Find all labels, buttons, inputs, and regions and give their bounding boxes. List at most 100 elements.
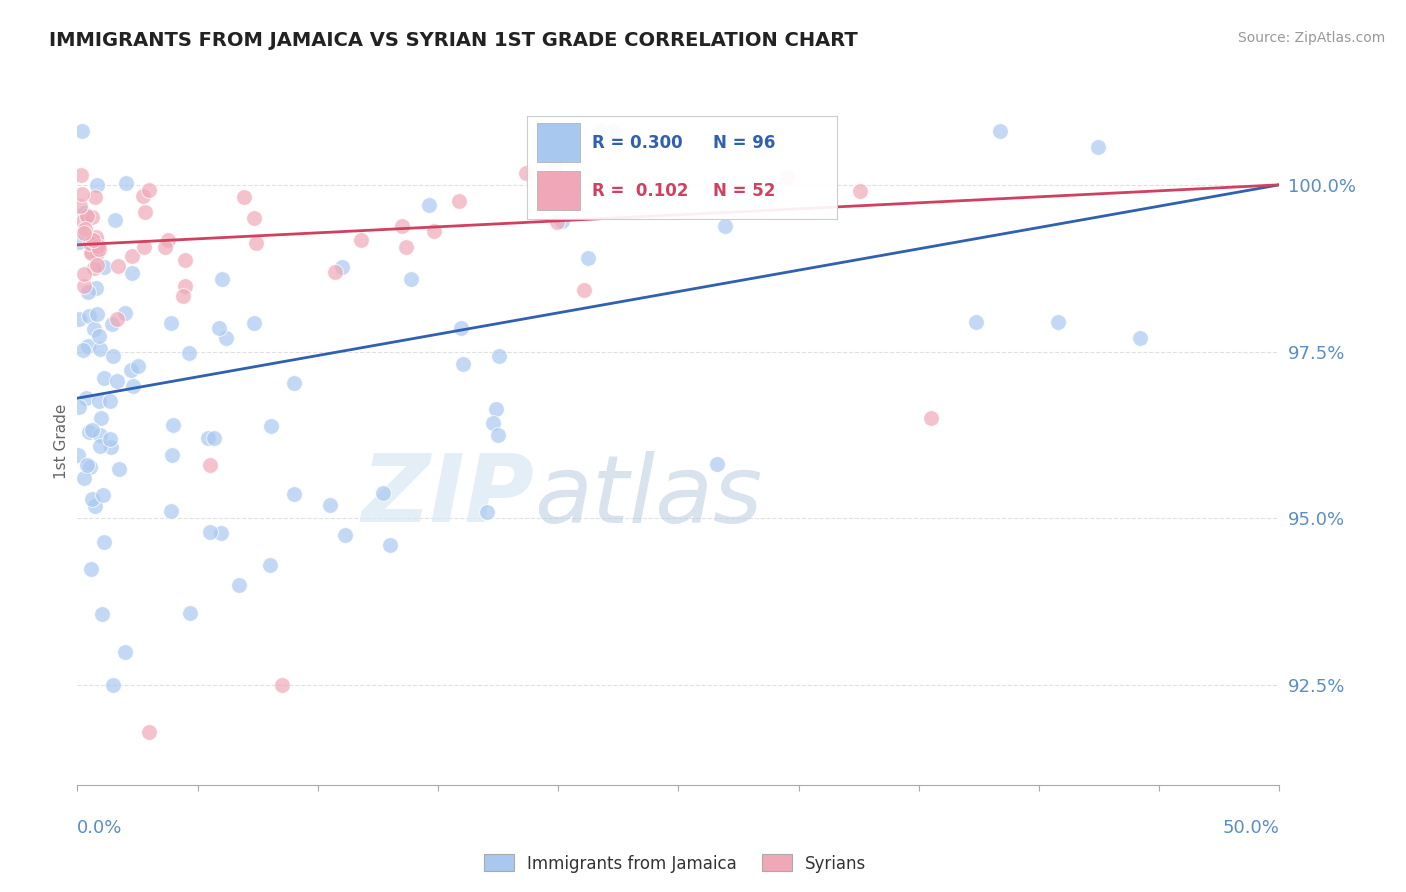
Point xyxy=(965,315,987,329)
Point xyxy=(76,209,98,223)
Point xyxy=(544,161,567,176)
Point xyxy=(849,184,872,198)
Point xyxy=(1047,315,1070,329)
Point xyxy=(86,307,108,321)
Point xyxy=(76,339,98,353)
Point xyxy=(86,178,108,192)
Point xyxy=(105,311,128,326)
Point xyxy=(121,249,143,263)
Point xyxy=(70,186,93,201)
Point xyxy=(156,233,179,247)
Point xyxy=(270,678,292,692)
Point xyxy=(73,471,96,485)
Text: IMMIGRANTS FROM JAMAICA VS SYRIAN 1ST GRADE CORRELATION CHART: IMMIGRANTS FROM JAMAICA VS SYRIAN 1ST GR… xyxy=(49,31,858,50)
Point xyxy=(100,394,122,409)
Point xyxy=(173,279,195,293)
Point xyxy=(319,498,342,512)
Point xyxy=(67,312,90,326)
Point xyxy=(138,183,160,197)
Text: Source: ZipAtlas.com: Source: ZipAtlas.com xyxy=(1237,31,1385,45)
Point xyxy=(209,526,232,541)
Point xyxy=(73,279,96,293)
Point xyxy=(260,418,283,433)
Point xyxy=(87,242,110,256)
Point xyxy=(395,240,418,254)
Point xyxy=(77,285,100,299)
Point xyxy=(160,316,183,330)
Point xyxy=(107,260,129,274)
Point xyxy=(121,378,143,392)
Point xyxy=(134,205,156,219)
Point xyxy=(76,391,98,405)
Point xyxy=(89,428,111,442)
Point xyxy=(83,322,105,336)
Point xyxy=(93,371,115,385)
Point xyxy=(90,607,112,621)
Point xyxy=(323,265,346,279)
Point xyxy=(515,166,537,180)
Point xyxy=(80,492,103,507)
Point xyxy=(588,124,610,138)
Point xyxy=(378,538,401,552)
Point xyxy=(100,440,122,454)
Point xyxy=(160,504,183,518)
Point xyxy=(86,258,108,272)
Point xyxy=(84,229,107,244)
Point xyxy=(83,260,105,275)
Point xyxy=(66,448,89,462)
Point xyxy=(86,245,108,260)
Point xyxy=(84,280,107,294)
Point xyxy=(179,346,201,360)
Legend: Immigrants from Jamaica, Syrians: Immigrants from Jamaica, Syrians xyxy=(477,847,873,880)
Point xyxy=(83,499,105,513)
Point xyxy=(114,177,136,191)
Point xyxy=(215,331,238,345)
Text: R =  0.102: R = 0.102 xyxy=(592,182,689,200)
Point xyxy=(418,197,440,211)
Point xyxy=(114,306,136,320)
Point xyxy=(107,461,129,475)
Point xyxy=(714,219,737,233)
Point xyxy=(259,558,281,572)
Point xyxy=(546,214,568,228)
Point xyxy=(89,439,111,453)
Point xyxy=(101,349,124,363)
Point xyxy=(98,432,121,446)
Point xyxy=(333,528,356,542)
Point xyxy=(228,578,250,592)
Point xyxy=(449,194,471,208)
Point xyxy=(1087,140,1109,154)
Text: N = 52: N = 52 xyxy=(713,182,775,200)
Point xyxy=(67,400,90,414)
Point xyxy=(391,219,413,234)
Point xyxy=(90,410,112,425)
Point xyxy=(551,214,574,228)
Point xyxy=(174,253,197,268)
Point xyxy=(86,235,108,250)
Text: ZIP: ZIP xyxy=(361,450,534,542)
Point xyxy=(243,317,266,331)
Point xyxy=(283,487,305,501)
Text: atlas: atlas xyxy=(534,451,762,542)
Point xyxy=(67,235,90,250)
Point xyxy=(100,317,122,331)
Point xyxy=(371,486,394,500)
Point xyxy=(72,343,94,358)
Text: N = 96: N = 96 xyxy=(713,134,775,152)
Point xyxy=(79,236,101,251)
Point xyxy=(202,431,225,445)
Point xyxy=(138,724,160,739)
Point xyxy=(114,644,136,658)
Point xyxy=(79,309,101,323)
Text: R = 0.300: R = 0.300 xyxy=(592,134,683,152)
Point xyxy=(84,190,107,204)
Point xyxy=(162,448,184,462)
Point xyxy=(82,210,104,224)
Point xyxy=(80,246,103,260)
Point xyxy=(488,349,510,363)
Point xyxy=(91,488,114,502)
Point xyxy=(79,459,101,474)
Point xyxy=(104,213,127,227)
Point xyxy=(920,411,942,425)
Point xyxy=(82,233,104,247)
